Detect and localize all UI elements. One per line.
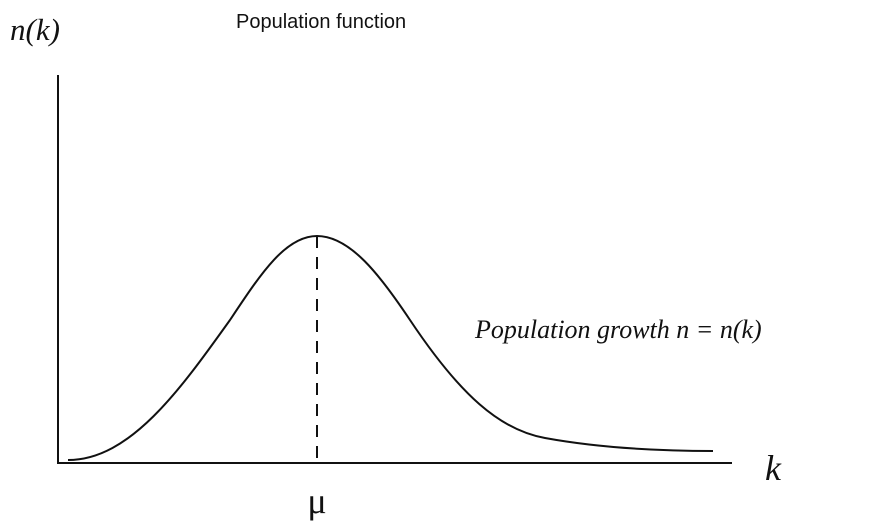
title: Population function: [236, 11, 406, 33]
curve-label: Population growth n = n(k): [474, 315, 762, 344]
x-axis-label: k: [765, 448, 782, 488]
population-curve: [67, 234, 714, 461]
y-axis-label: n(k): [10, 12, 60, 47]
peak-label: μ: [307, 481, 326, 521]
